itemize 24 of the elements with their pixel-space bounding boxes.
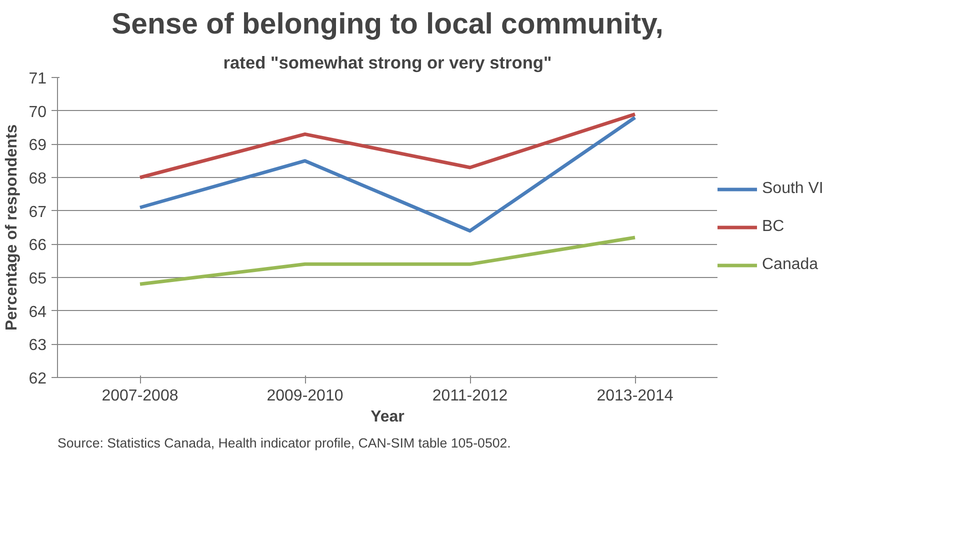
y-tick-label: 67: [28, 204, 47, 221]
y-tick-label: 64: [28, 304, 47, 321]
legend-label: BC: [762, 218, 784, 236]
y-tick-label: 62: [28, 370, 47, 388]
source-note: Source: Statistics Canada, Health indicator profile, CAN-SIM table 105-0502.: [58, 436, 511, 450]
y-tick-label: 71: [28, 70, 47, 88]
chart-subtitle: rated "somewhat strong or very strong": [223, 52, 552, 72]
x-tick-label: 2007-2008: [102, 388, 178, 404]
x-axis-title: Year: [370, 408, 404, 426]
y-tick-label: 63: [28, 337, 47, 354]
line-series: [138, 116, 637, 233]
y-tick-label: 68: [28, 170, 47, 188]
legend-label: Canada: [762, 256, 818, 274]
chart-title: Sense of belonging to local community,: [112, 8, 664, 40]
y-axis-title: Percentage of respondents: [4, 124, 21, 331]
y-tick-label: 70: [28, 104, 47, 121]
y-tick-label: 69: [28, 137, 47, 154]
y-tick-label: 65: [28, 270, 47, 288]
line-series: [138, 112, 637, 180]
x-tick-label: 2013-2014: [596, 388, 674, 404]
x-tick-label: 2009-2010: [266, 388, 344, 404]
x-tick-label: 2011-2012: [432, 388, 508, 404]
y-tick-label: 66: [28, 237, 47, 254]
legend-label: South VI: [762, 180, 824, 198]
